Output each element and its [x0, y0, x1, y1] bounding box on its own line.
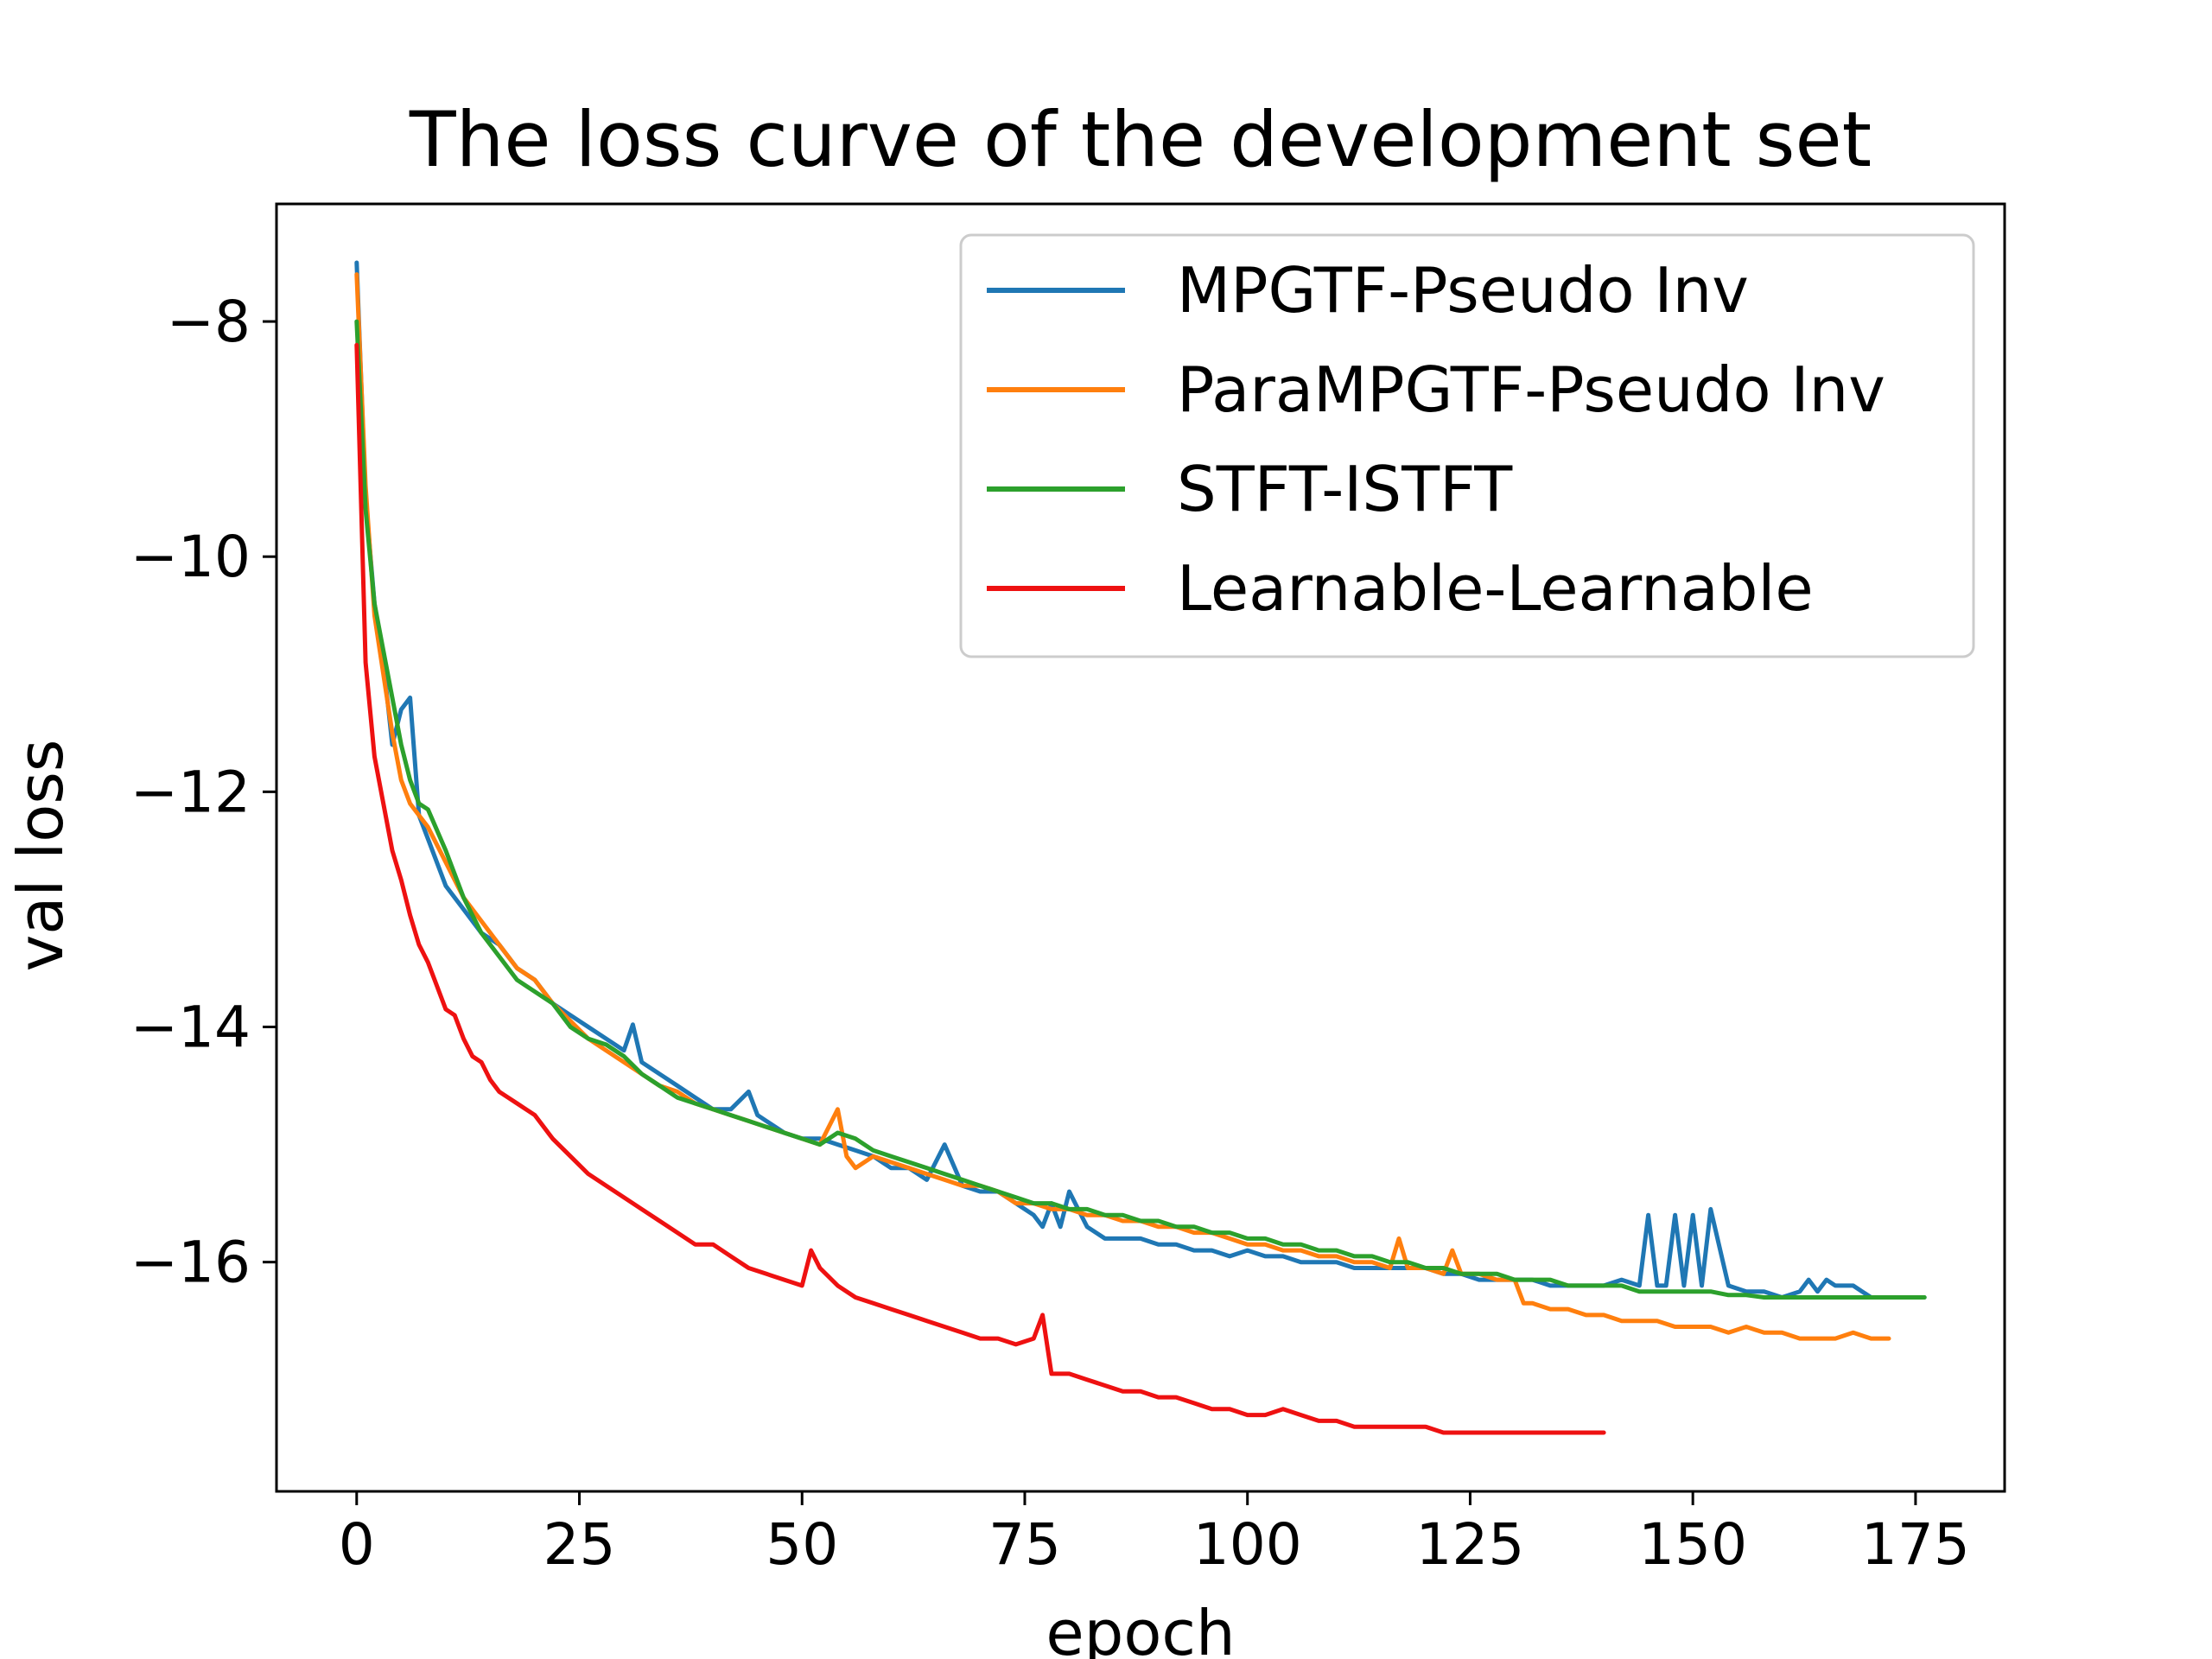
y-tick-label: −16: [130, 1230, 251, 1296]
x-tick-label: 0: [339, 1511, 375, 1578]
y-tick-label: −12: [130, 759, 251, 825]
y-axis-label: val loss: [4, 740, 77, 972]
x-tick-label: 175: [1861, 1511, 1970, 1578]
legend: MPGTF-Pseudo Inv ParaMPGTF-Pseudo Inv STFT…: [959, 233, 1975, 658]
legend-label-2: ParaMPGTF-Pseudo Inv: [1177, 353, 1885, 426]
x-tick-label: 75: [988, 1511, 1061, 1578]
legend-label-1: MPGTF-Pseudo Inv: [1177, 254, 1749, 327]
series-line-4: [354, 342, 1606, 1435]
x-tick-label: 100: [1193, 1511, 1302, 1578]
plot-frame: [275, 202, 2006, 1493]
x-tick-label: 150: [1638, 1511, 1747, 1578]
x-tick-label: 50: [766, 1511, 838, 1578]
x-tick-label: 25: [543, 1511, 616, 1578]
chart-title: The loss curve of the development set: [409, 95, 1872, 184]
legend-label-4: Learnable-Learnable: [1177, 552, 1814, 625]
legend-box: [959, 233, 1975, 658]
y-axis: −8 −10 −12 −14 −16: [130, 289, 276, 1296]
series-line-1: [354, 260, 1927, 1300]
x-axis-label: epoch: [1046, 1597, 1235, 1659]
x-axis: 0 25 50 75 100 125 150 175: [339, 1491, 1970, 1578]
y-tick-label: −10: [130, 524, 251, 590]
y-tick-label: −14: [130, 995, 251, 1061]
legend-label-3: STFT-ISTFT: [1177, 453, 1513, 525]
series-line-3: [354, 319, 1927, 1300]
x-tick-label: 125: [1415, 1511, 1524, 1578]
plot-lines: [354, 260, 1927, 1435]
y-tick-label: −8: [167, 289, 251, 355]
